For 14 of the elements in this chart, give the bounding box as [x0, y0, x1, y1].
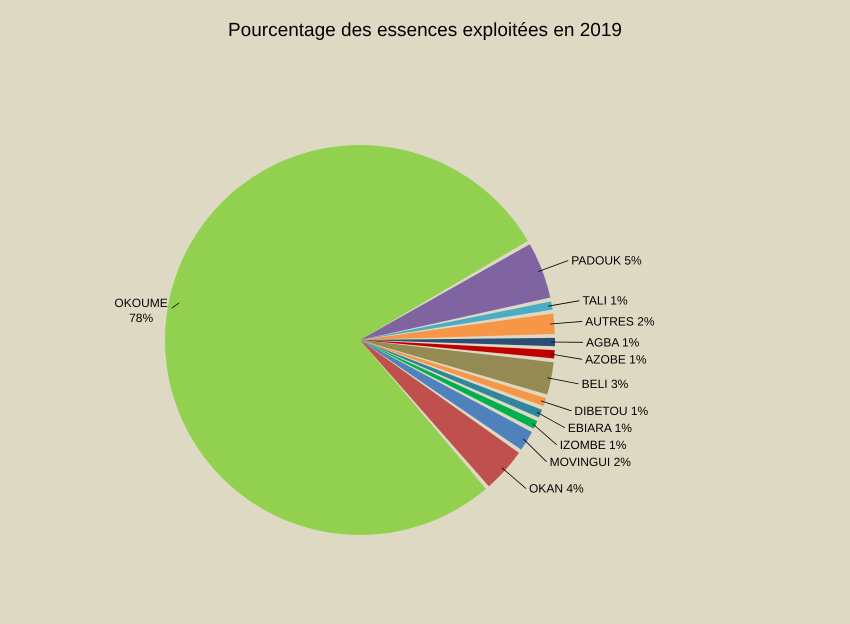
- data-label: 78%: [129, 310, 154, 325]
- slice-label: OKOUME: [114, 296, 168, 310]
- slice-label: IZOMBE 1%: [560, 438, 627, 452]
- slice-label: TALI 1%: [582, 294, 628, 308]
- slice-label: BELI 3%: [582, 376, 629, 391]
- slice-label: AGBA 1%: [586, 335, 640, 350]
- slice-label: AZOBE 1%: [585, 352, 647, 366]
- slice-label: AUTRES 2%: [585, 314, 655, 328]
- slice-label: OKAN 4%: [528, 482, 584, 496]
- slice-label: MOVINGUI 2%: [550, 454, 632, 469]
- chart-title: Pourcentage des essences exploitées en 2019: [228, 20, 622, 41]
- slice-label: EBIARA 1%: [568, 420, 632, 435]
- slice-label: DIBETOU 1%: [574, 404, 649, 418]
- slice-label: PADOUK 5%: [571, 253, 642, 268]
